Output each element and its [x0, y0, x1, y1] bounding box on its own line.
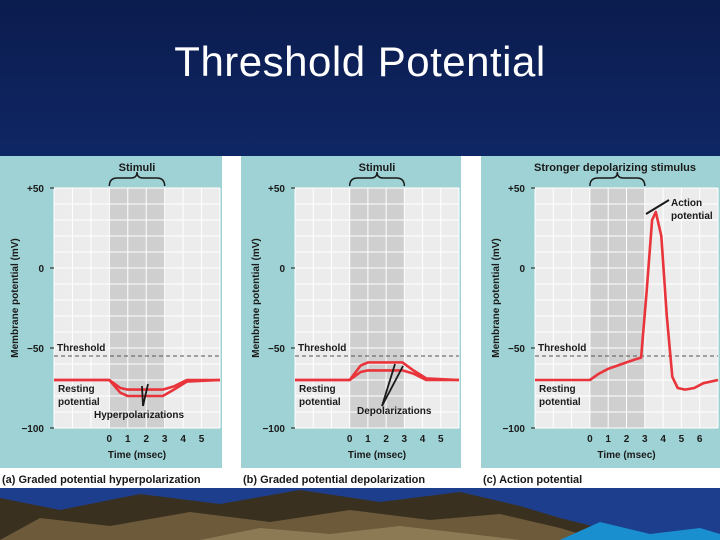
y-tick-label: 0	[38, 264, 44, 275]
x-tick-label: 1	[125, 434, 131, 445]
x-axis-label: Time (msec)	[348, 450, 406, 461]
x-tick-label: 5	[438, 434, 444, 445]
stimulus-band	[109, 188, 165, 428]
y-axis-label: Membrane potential (mV)	[491, 238, 502, 357]
x-tick-label: 0	[107, 434, 113, 445]
stimulus-band	[589, 188, 645, 428]
y-tick-label: +50	[27, 184, 44, 195]
y-tick-label: −50	[27, 344, 44, 355]
chart-svg-0: Stimuli +50 0 −50 −100 0 1 2 3 4 5 Time (msec) Membr…	[10, 162, 221, 461]
x-tick-label: 3	[402, 434, 408, 445]
y-tick-label: +50	[268, 184, 285, 195]
y-tick-label: −100	[502, 424, 525, 435]
graded-depolarization-panel: Stimuli +50 0 −50 −100 0 1 2 3 4 5 Time (msec) Membr…	[241, 156, 461, 468]
membrane-potential-trace	[535, 210, 719, 391]
stimulus-bracket	[108, 171, 166, 187]
x-tick-label: 3	[162, 434, 168, 445]
caption-c: (c) Action potential	[483, 474, 583, 486]
annotation-pointer	[381, 363, 396, 407]
x-tick-label: 1	[605, 434, 611, 445]
x-tick-label: 5	[199, 434, 205, 445]
graded-hyperpolarization-panel: Stimuli +50 0 −50 −100 0 1 2 3 4 5 Time (msec) Membr…	[0, 156, 222, 468]
y-tick-label: −50	[268, 344, 285, 355]
membrane-potential-trace	[295, 361, 460, 382]
x-tick-label: 0	[587, 434, 593, 445]
annotation-pointer	[141, 385, 144, 407]
slide-title: Threshold Potential	[174, 38, 546, 85]
threshold-label: Threshold	[538, 343, 586, 354]
caption-b: (b) Graded potential depolarization	[243, 474, 426, 486]
x-tick-label: 3	[642, 434, 648, 445]
y-axis-label: Membrane potential (mV)	[251, 238, 262, 357]
annotation-pointer	[381, 365, 404, 407]
x-tick-label: 5	[679, 434, 685, 445]
y-tick-label: 0	[279, 264, 285, 275]
y-tick-label: −50	[508, 344, 525, 355]
depolarizations-label: Depolarizations	[357, 406, 432, 417]
chart-svg-1: Stimuli +50 0 −50 −100 0 1 2 3 4 5 Time (msec) Membr…	[251, 162, 460, 461]
stimulus-bracket	[589, 171, 646, 187]
hyperpolarizations-label: Hyperpolarizations	[94, 410, 184, 421]
action-potential-panel: Stronger depolarizing stimulus +50 0 −50 −10…	[481, 156, 720, 468]
stimulus-band	[349, 188, 405, 428]
x-tick-label: 6	[697, 434, 703, 445]
x-tick-label: 4	[180, 434, 186, 445]
caption-a: (a) Graded potential hyperpolarization	[2, 474, 201, 486]
threshold-label: Threshold	[298, 343, 346, 354]
x-tick-label: 4	[420, 434, 426, 445]
x-tick-label: 1	[365, 434, 371, 445]
x-tick-label: 2	[383, 434, 389, 445]
x-axis-label: Time (msec)	[597, 450, 655, 461]
membrane-potential-trace	[54, 378, 221, 398]
stimulus-bracket	[348, 171, 406, 187]
chart-svg-2: Stronger depolarizing stimulus +50 0 −50 −10…	[491, 162, 719, 461]
resting-potential-label: Resting potential	[58, 384, 100, 408]
figure: Stimuli +50 0 −50 −100 0 1 2 3 4 5 Time (msec) Membr…	[0, 156, 720, 492]
mountain-landscape-art	[0, 488, 720, 540]
action-potential-label: Action potential	[671, 198, 713, 222]
x-tick-label: 4	[660, 434, 666, 445]
y-tick-label: 0	[519, 264, 525, 275]
stimulus-label: Stimuli	[119, 162, 156, 174]
resting-potential-label: Resting potential	[539, 384, 581, 408]
annotation-pointer	[645, 199, 670, 215]
threshold-label: Threshold	[57, 343, 105, 354]
y-axis-label: Membrane potential (mV)	[10, 238, 21, 357]
x-tick-label: 0	[347, 434, 353, 445]
x-axis-label: Time (msec)	[108, 450, 166, 461]
x-tick-label: 2	[624, 434, 630, 445]
annotation-pointer	[142, 383, 149, 407]
stimulus-label: Stimuli	[359, 162, 396, 174]
stimulus-label: Stronger depolarizing stimulus	[534, 162, 696, 174]
y-tick-label: −100	[262, 424, 285, 435]
x-tick-label: 2	[143, 434, 149, 445]
y-tick-label: +50	[508, 184, 525, 195]
y-tick-label: −100	[21, 424, 44, 435]
resting-potential-label: Resting potential	[299, 384, 341, 408]
